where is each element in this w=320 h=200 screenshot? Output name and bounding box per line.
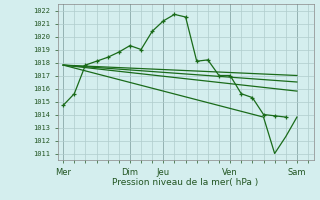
X-axis label: Pression niveau de la mer( hPa ): Pression niveau de la mer( hPa ): [112, 178, 259, 187]
